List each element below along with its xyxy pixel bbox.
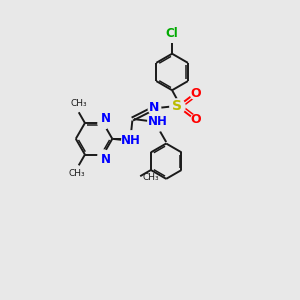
Text: NH: NH	[121, 134, 141, 147]
Text: N: N	[101, 112, 111, 125]
Text: O: O	[190, 113, 201, 126]
Text: Cl: Cl	[166, 27, 178, 40]
Text: CH₃: CH₃	[68, 169, 85, 178]
Text: CH₃: CH₃	[70, 100, 87, 109]
Text: N: N	[101, 153, 111, 166]
Text: N: N	[149, 101, 160, 114]
Text: S: S	[172, 99, 182, 113]
Text: NH: NH	[147, 115, 167, 128]
Text: O: O	[190, 87, 201, 100]
Text: CH₃: CH₃	[142, 173, 159, 182]
